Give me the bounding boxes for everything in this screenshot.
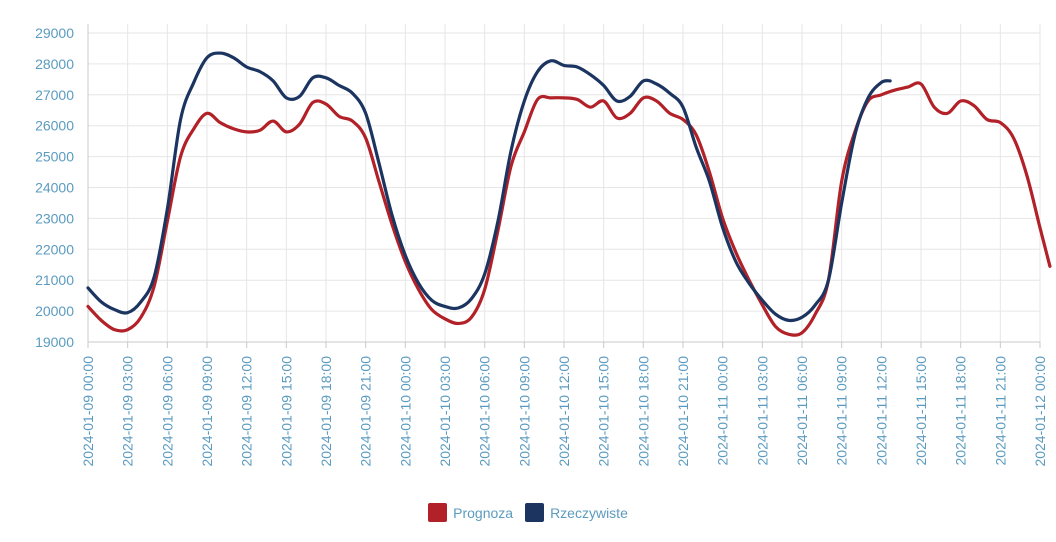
x-tick-label: 2024-01-11 21:00: [992, 356, 1008, 466]
x-tick-label: 2024-01-10 15:00: [596, 356, 612, 467]
y-tick-label: 25000: [35, 149, 74, 165]
x-tick-label: 2024-01-09 03:00: [120, 356, 136, 467]
x-tick-label: 2024-01-10 12:00: [556, 356, 572, 467]
legend-item-prognoza[interactable]: Prognoza: [428, 503, 513, 522]
series-lines: [86, 51, 1052, 337]
x-tick-label: 2024-01-11 00:00: [715, 356, 731, 466]
grid: [87, 24, 1041, 343]
legend-swatch-rzeczywiste: [525, 503, 545, 522]
series-line-rzeczywiste: [86, 51, 892, 323]
x-tick-label: 2024-01-10 00:00: [397, 356, 413, 467]
x-tick-label: 2024-01-10 21:00: [675, 356, 691, 467]
y-tick-label: 24000: [35, 180, 74, 196]
series-line-prognoza: [86, 81, 1052, 337]
x-tick-label: 2024-01-09 18:00: [318, 356, 334, 467]
line-chart: 19000 20000 21000 22000 23000 24000 25000 26000…: [35, 24, 1052, 467]
axes: 19000 20000 21000 22000 23000 24000 25000 26000…: [35, 24, 1048, 467]
y-tick-label: 19000: [35, 334, 74, 350]
legend-item-rzeczywiste[interactable]: Rzeczywiste: [525, 503, 628, 522]
y-tick-label: 23000: [35, 210, 74, 226]
x-tick-label: 2024-01-09 00:00: [80, 356, 96, 467]
x-tick-label: 2024-01-09 06:00: [159, 356, 175, 467]
y-tick-label: 26000: [35, 118, 74, 134]
legend-label-prognoza: Prognoza: [453, 504, 514, 521]
y-tick-label: 21000: [35, 272, 74, 288]
x-tick-label: 2024-01-09 12:00: [239, 356, 255, 467]
x-tick-label: 2024-01-11 18:00: [953, 356, 969, 466]
x-tick-label: 2024-01-11 09:00: [834, 356, 850, 466]
x-tick-label: 2024-01-11 15:00: [913, 356, 929, 466]
y-tick-label: 28000: [35, 56, 74, 72]
x-tick-label: 2024-01-11 12:00: [873, 356, 889, 466]
y-tick-label: 27000: [35, 87, 74, 103]
x-tick-label: 2024-01-10 06:00: [477, 356, 493, 467]
y-tick-label: 22000: [35, 241, 74, 257]
x-tick-label: 2024-01-11 06:00: [794, 356, 810, 466]
x-tick-label: 2024-01-10 18:00: [635, 356, 651, 467]
x-tick-label: 2024-01-11 03:00: [754, 356, 770, 466]
legend-label-rzeczywiste: Rzeczywiste: [550, 504, 628, 521]
x-tick-label: 2024-01-09 09:00: [199, 356, 215, 467]
x-tick-label: 2024-01-10 09:00: [516, 356, 532, 467]
x-tick-label: 2024-01-12 00:00: [1032, 356, 1048, 467]
x-tick-label: 2024-01-10 03:00: [437, 356, 453, 467]
x-tick-label: 2024-01-09 21:00: [358, 356, 374, 467]
y-tick-label: 29000: [35, 25, 74, 41]
legend: Prognoza Rzeczywiste: [0, 503, 1056, 522]
x-tick-label: 2024-01-09 15:00: [278, 356, 294, 467]
y-tick-label: 20000: [35, 303, 74, 319]
legend-swatch-prognoza: [428, 503, 448, 522]
